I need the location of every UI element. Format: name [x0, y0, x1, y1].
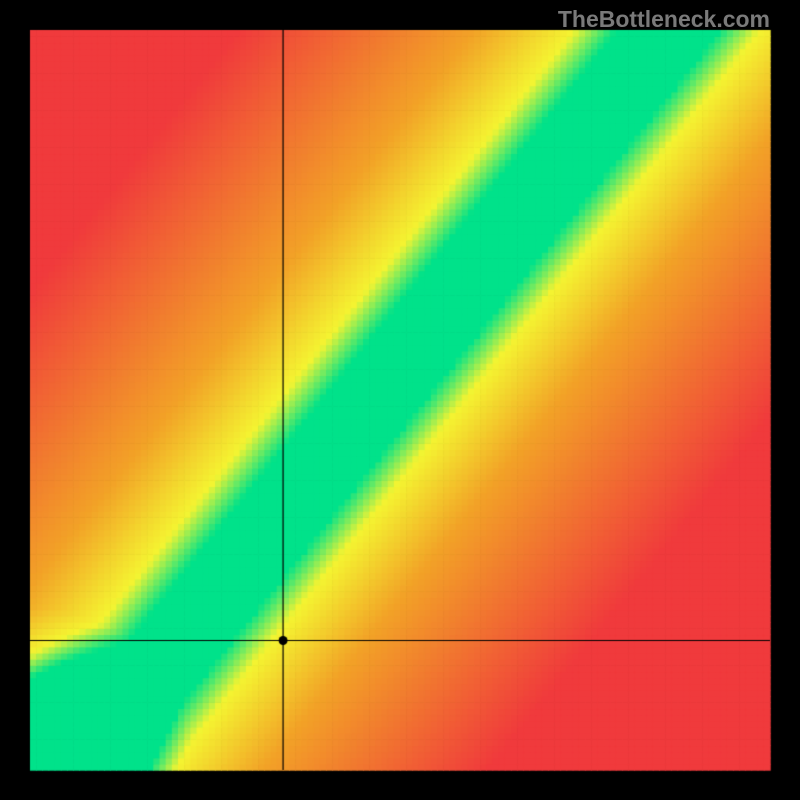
- chart-container: TheBottleneck.com: [0, 0, 800, 800]
- watermark-text: TheBottleneck.com: [558, 6, 770, 33]
- heatmap-canvas: [0, 0, 800, 800]
